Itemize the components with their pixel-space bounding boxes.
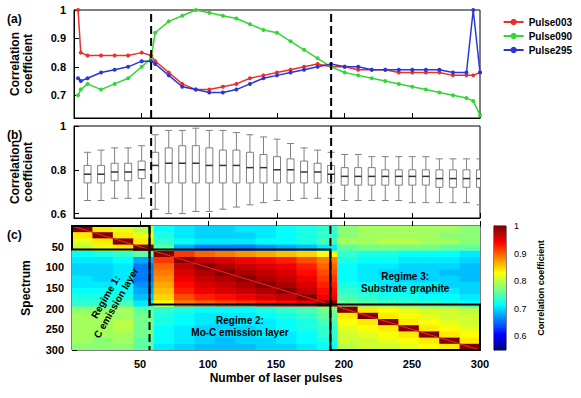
svg-text:Correlation coefficient: Correlation coefficient bbox=[536, 240, 546, 336]
svg-text:0.6: 0.6 bbox=[51, 208, 66, 220]
svg-text:1: 1 bbox=[60, 4, 66, 16]
svg-text:0.7: 0.7 bbox=[51, 89, 66, 101]
svg-text:Pulse090: Pulse090 bbox=[529, 31, 573, 42]
svg-text:200: 200 bbox=[335, 358, 353, 370]
svg-text:Pulse295: Pulse295 bbox=[529, 45, 573, 56]
svg-text:0.8: 0.8 bbox=[51, 61, 66, 73]
svg-text:coefficient: coefficient bbox=[21, 34, 35, 94]
svg-text:Correlation: Correlation bbox=[8, 140, 22, 204]
svg-text:0.9: 0.9 bbox=[51, 32, 66, 44]
svg-text:Pulse003: Pulse003 bbox=[529, 17, 573, 28]
svg-text:(c): (c) bbox=[7, 228, 22, 242]
svg-text:C emission layer: C emission layer bbox=[91, 266, 140, 340]
svg-text:Mo-C emission layer: Mo-C emission layer bbox=[191, 327, 288, 338]
svg-text:Correlation: Correlation bbox=[8, 32, 22, 96]
svg-text:Substrate graphite: Substrate graphite bbox=[361, 283, 450, 294]
svg-text:300: 300 bbox=[46, 344, 64, 356]
svg-text:200: 200 bbox=[46, 303, 64, 315]
svg-text:Spectrum: Spectrum bbox=[19, 260, 33, 315]
svg-text:Regime 3:: Regime 3: bbox=[381, 271, 429, 282]
svg-text:0.8: 0.8 bbox=[514, 276, 527, 286]
svg-text:150: 150 bbox=[46, 282, 64, 294]
svg-text:50: 50 bbox=[134, 358, 146, 370]
svg-text:50: 50 bbox=[52, 241, 64, 253]
svg-text:Regime 2:: Regime 2: bbox=[216, 315, 264, 326]
svg-text:250: 250 bbox=[46, 323, 64, 335]
svg-text:coefficient: coefficient bbox=[21, 142, 35, 202]
svg-text:250: 250 bbox=[403, 358, 421, 370]
svg-text:(a): (a) bbox=[7, 12, 22, 26]
svg-text:1: 1 bbox=[60, 120, 66, 132]
svg-text:0.7: 0.7 bbox=[514, 304, 527, 314]
svg-text:(b): (b) bbox=[7, 128, 22, 142]
svg-text:150: 150 bbox=[267, 358, 285, 370]
svg-text:Number of laser pulses: Number of laser pulses bbox=[210, 371, 343, 385]
svg-text:0.6: 0.6 bbox=[514, 331, 527, 341]
svg-text:0.8: 0.8 bbox=[51, 164, 66, 176]
svg-text:Regime 1:: Regime 1: bbox=[88, 273, 123, 321]
svg-text:100: 100 bbox=[199, 358, 217, 370]
svg-text:100: 100 bbox=[46, 261, 64, 273]
svg-text:0.9: 0.9 bbox=[514, 249, 527, 259]
svg-text:1: 1 bbox=[514, 221, 519, 231]
svg-text:300: 300 bbox=[471, 358, 489, 370]
